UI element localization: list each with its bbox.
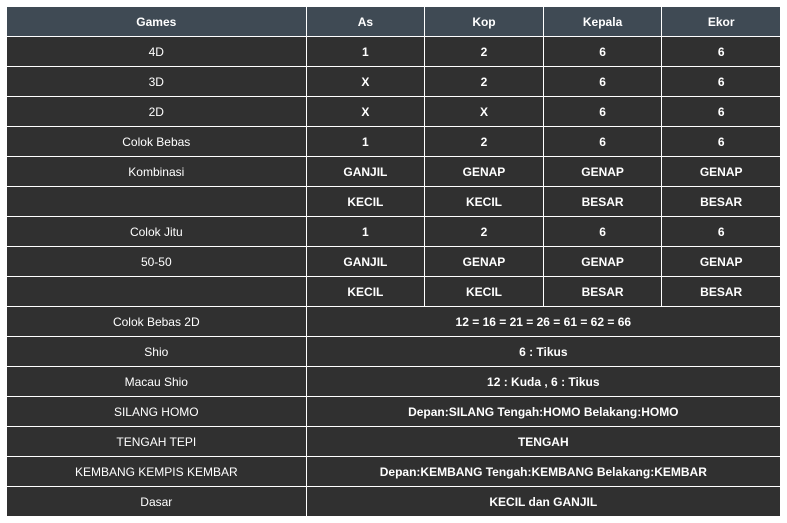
cell-kepala: 6 (544, 97, 662, 126)
cell-kepala: 6 (544, 217, 662, 246)
cell-as: 1 (307, 127, 425, 156)
cell-merged: 12 : Kuda , 6 : Tikus (307, 367, 780, 396)
cell-kop: 2 (425, 37, 543, 66)
cell-merged: 12 = 16 = 21 = 26 = 61 = 62 = 66 (307, 307, 780, 336)
cell-ekor: BESAR (662, 187, 780, 216)
cell-ekor: 6 (662, 67, 780, 96)
cell-ekor: GENAP (662, 247, 780, 276)
row-label: Colok Bebas (7, 127, 306, 156)
row-label (7, 277, 306, 306)
cell-kop: KECIL (425, 187, 543, 216)
cell-ekor: GENAP (662, 157, 780, 186)
cell-as: 1 (307, 37, 425, 66)
table-header-row: Games As Kop Kepala Ekor (7, 7, 780, 36)
cell-merged: Depan:SILANG Tengah:HOMO Belakang:HOMO (307, 397, 780, 426)
cell-ekor: 6 (662, 37, 780, 66)
cell-merged: KECIL dan GANJIL (307, 487, 780, 516)
row-label: 50-50 (7, 247, 306, 276)
row-label: Kombinasi (7, 157, 306, 186)
cell-as: KECIL (307, 277, 425, 306)
row-label: SILANG HOMO (7, 397, 306, 426)
cell-ekor: 6 (662, 217, 780, 246)
cell-kop: 2 (425, 127, 543, 156)
table-row: KEMBANG KEMPIS KEMBAR Depan:KEMBANG Teng… (7, 457, 780, 486)
cell-merged: TENGAH (307, 427, 780, 456)
table-row: KECIL KECIL BESAR BESAR (7, 187, 780, 216)
cell-kepala: BESAR (544, 187, 662, 216)
row-label: 3D (7, 67, 306, 96)
row-label: Colok Bebas 2D (7, 307, 306, 336)
cell-merged: 6 : Tikus (307, 337, 780, 366)
cell-ekor: 6 (662, 97, 780, 126)
cell-as: GANJIL (307, 247, 425, 276)
table-row: Kombinasi GANJIL GENAP GENAP GENAP (7, 157, 780, 186)
cell-as: GANJIL (307, 157, 425, 186)
table-row: 4D 1 2 6 6 (7, 37, 780, 66)
row-label: KEMBANG KEMPIS KEMBAR (7, 457, 306, 486)
cell-kop: X (425, 97, 543, 126)
cell-merged: Depan:KEMBANG Tengah:KEMBANG Belakang:KE… (307, 457, 780, 486)
row-label: Shio (7, 337, 306, 366)
table-row: TENGAH TEPI TENGAH (7, 427, 780, 456)
cell-as: X (307, 97, 425, 126)
row-label: TENGAH TEPI (7, 427, 306, 456)
cell-ekor: 6 (662, 127, 780, 156)
header-games: Games (7, 7, 306, 36)
table-row: Dasar KECIL dan GANJIL (7, 487, 780, 516)
row-label: 2D (7, 97, 306, 126)
cell-kepala: 6 (544, 127, 662, 156)
cell-kepala: 6 (544, 37, 662, 66)
row-label: 4D (7, 37, 306, 66)
cell-as: X (307, 67, 425, 96)
table-row: 3D X 2 6 6 (7, 67, 780, 96)
cell-kepala: BESAR (544, 277, 662, 306)
cell-kop: 2 (425, 67, 543, 96)
table-row: Shio 6 : Tikus (7, 337, 780, 366)
cell-as: 1 (307, 217, 425, 246)
table-row: 50-50 GANJIL GENAP GENAP GENAP (7, 247, 780, 276)
table-row: SILANG HOMO Depan:SILANG Tengah:HOMO Bel… (7, 397, 780, 426)
table-row: Colok Bebas 1 2 6 6 (7, 127, 780, 156)
cell-kop: GENAP (425, 247, 543, 276)
cell-kepala: GENAP (544, 157, 662, 186)
cell-kepala: 6 (544, 67, 662, 96)
cell-kepala: GENAP (544, 247, 662, 276)
cell-as: KECIL (307, 187, 425, 216)
row-label: Dasar (7, 487, 306, 516)
table-row: Colok Jitu 1 2 6 6 (7, 217, 780, 246)
header-kop: Kop (425, 7, 543, 36)
cell-kop: 2 (425, 217, 543, 246)
cell-ekor: BESAR (662, 277, 780, 306)
lottery-result-table: Games As Kop Kepala Ekor 4D 1 2 6 6 3D X… (6, 6, 781, 517)
table-row: Macau Shio 12 : Kuda , 6 : Tikus (7, 367, 780, 396)
table-row: Colok Bebas 2D 12 = 16 = 21 = 26 = 61 = … (7, 307, 780, 336)
header-as: As (307, 7, 425, 36)
row-label (7, 187, 306, 216)
row-label: Colok Jitu (7, 217, 306, 246)
header-kepala: Kepala (544, 7, 662, 36)
cell-kop: GENAP (425, 157, 543, 186)
header-ekor: Ekor (662, 7, 780, 36)
row-label: Macau Shio (7, 367, 306, 396)
cell-kop: KECIL (425, 277, 543, 306)
table-row: 2D X X 6 6 (7, 97, 780, 126)
table-row: KECIL KECIL BESAR BESAR (7, 277, 780, 306)
